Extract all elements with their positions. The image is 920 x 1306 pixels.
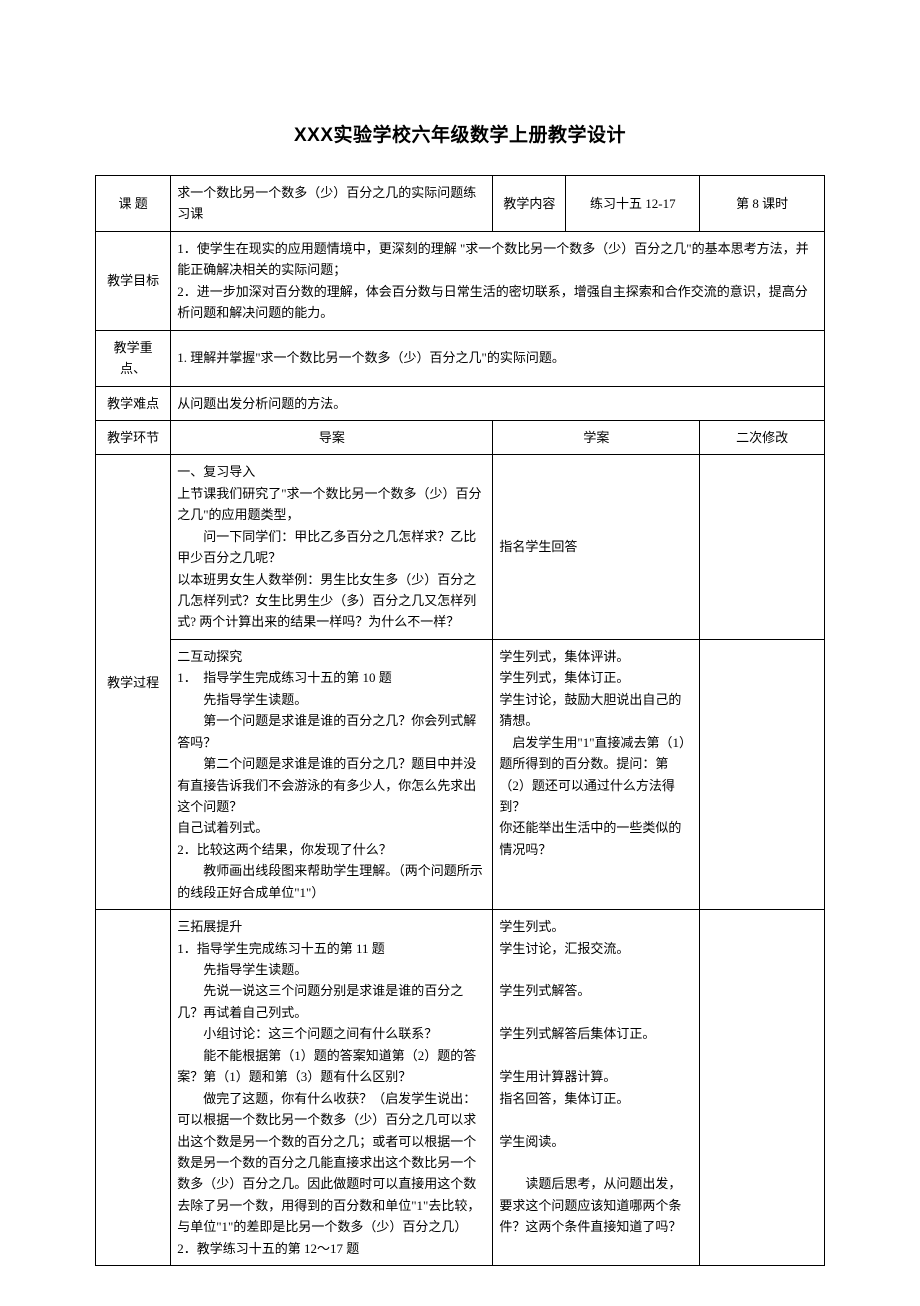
sec1-revise <box>700 455 825 640</box>
sec3-guide: 三拓展提升 1．指导学生完成练习十五的第 11 题 先指导学生读题。 先说一说这… <box>171 910 493 1266</box>
keypoint-value: 1. 理解并掌握"求一个数比另一个数多（少）百分之几"的实际问题。 <box>171 330 825 386</box>
study-header: 学案 <box>493 420 700 454</box>
sec3-revise <box>700 910 825 1266</box>
goal-label: 教学目标 <box>96 231 171 330</box>
page-title: XXX实验学校六年级数学上册教学设计 <box>95 120 825 147</box>
difficulty-value: 从问题出发分析问题的方法。 <box>171 386 825 420</box>
goal-value: 1．使学生在现实的应用题情境中，更深刻的理解 "求一个数比另一个数多（少）百分之… <box>171 231 825 330</box>
guide-header: 导案 <box>171 420 493 454</box>
sec2-study: 学生列式，集体评讲。 学生列式，集体订正。 学生讨论，鼓励大胆说出自己的猜想。 … <box>493 639 700 909</box>
process-label-blank <box>96 910 171 1266</box>
content-value: 练习十五 12-17 <box>566 176 700 232</box>
segment-header-label: 教学环节 <box>96 420 171 454</box>
sec3-study: 学生列式。 学生讨论，汇报交流。 学生列式解答。 学生列式解答后集体订正。 学生… <box>493 910 700 1266</box>
sec2-guide: 二互动探究 1． 指导学生完成练习十五的第 10 题 先指导学生读题。 第一个问… <box>171 639 493 909</box>
sec1-study: 指名学生回答 <box>493 455 700 640</box>
process-label: 教学过程 <box>96 455 171 910</box>
revise-header: 二次修改 <box>700 420 825 454</box>
lesson-plan-table: 课 题 求一个数比另一个数多（少）百分之几的实际问题练习课 教学内容 练习十五 … <box>95 175 825 1266</box>
keypoint-label: 教学重点、 <box>96 330 171 386</box>
sec2-revise <box>700 639 825 909</box>
topic-value: 求一个数比另一个数多（少）百分之几的实际问题练习课 <box>171 176 493 232</box>
topic-label: 课 题 <box>96 176 171 232</box>
difficulty-label: 教学难点 <box>96 386 171 420</box>
content-label: 教学内容 <box>493 176 566 232</box>
period-value: 第 8 课时 <box>700 176 825 232</box>
sec1-guide: 一、复习导入 上节课我们研究了"求一个数比另一个数多（少）百分之几"的应用题类型… <box>171 455 493 640</box>
